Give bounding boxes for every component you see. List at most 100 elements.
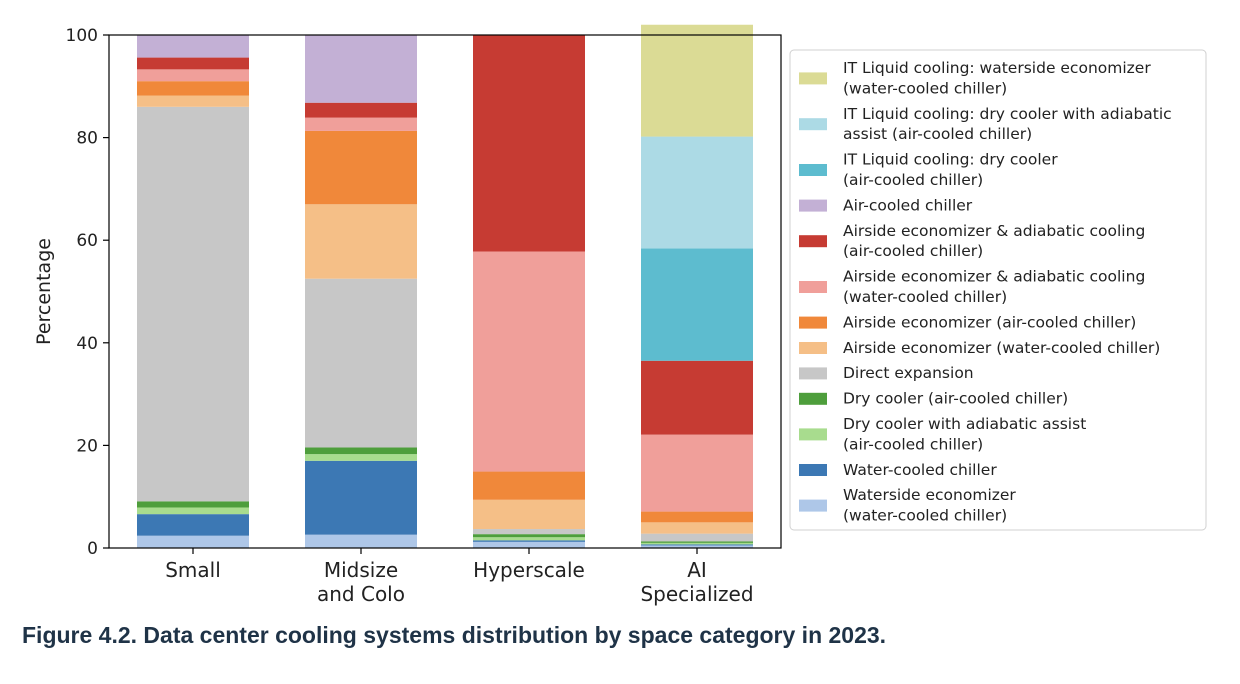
- bar-segment-ai-waterside-economizer-water-cooled-chiller: [641, 545, 753, 548]
- legend-label: IT Liquid cooling: dry cooler: [843, 151, 1058, 169]
- legend-label: Waterside economizer: [843, 486, 1016, 504]
- x-tick-label-ai: AI: [687, 558, 707, 582]
- bar-segment-small-airside-economizer-air-cooled-chiller: [137, 81, 249, 96]
- legend-swatch: [799, 367, 827, 380]
- bar-segment-small-direct-expansion: [137, 106, 249, 502]
- legend-label: IT Liquid cooling: dry cooler with adiab…: [843, 105, 1172, 123]
- legend-item-dry-cooler-with-adiabatic-assist-air-cooled-chiller: Dry cooler with adiabatic assist (air-coo…: [799, 415, 1086, 453]
- bar-segment-midsize-airside-economizer-air-cooled-chiller: [305, 130, 417, 205]
- bar-segment-hyperscale-airside-economizer-air-cooled-chiller: [473, 471, 585, 500]
- bar-segment-ai-direct-expansion: [641, 533, 753, 542]
- legend-swatch: [799, 342, 827, 354]
- y-tick-label: 0: [87, 539, 98, 559]
- bar-segment-hyperscale-airside-economizer-adiabatic-cooling-water-cooled-chiller: [473, 251, 585, 472]
- legend-label: Water-cooled chiller: [843, 461, 997, 479]
- legend-label: Airside economizer & adiabatic cooling: [843, 268, 1145, 286]
- bar-segment-midsize-waterside-economizer-water-cooled-chiller: [305, 534, 417, 548]
- legend-swatch: [799, 235, 827, 248]
- bar-segment-hyperscale-dry-cooler-with-adiabatic-assist-air-cooled-chiller: [473, 537, 585, 541]
- bar-segment-ai-airside-economizer-adiabatic-cooling-water-cooled-chiller: [641, 434, 753, 512]
- bar-segment-small-air-cooled-chiller: [137, 35, 249, 58]
- legend-label: (water-cooled chiller): [843, 507, 1007, 525]
- legend-swatch: [799, 316, 827, 329]
- bar-segment-ai-it-liquid-cooling-waterside-economizer-water-cooled-chiller: [641, 24, 753, 137]
- legend-swatch: [799, 72, 827, 85]
- legend-label: (water-cooled chiller): [843, 79, 1007, 97]
- legend: IT Liquid cooling: waterside economizer (…: [789, 49, 1207, 531]
- legend-swatch: [799, 499, 827, 512]
- bar-segment-midsize-direct-expansion: [305, 278, 417, 448]
- legend-item-it-liquid-cooling-dry-cooler-with-adiabatic-assist-air-cooled-chiller: IT Liquid cooling: dry cooler with adiab…: [799, 105, 1172, 143]
- legend-item-airside-economizer-adiabatic-cooling-water-cooled-chiller: Airside economizer & adiabatic cooling (w…: [799, 268, 1145, 306]
- legend-label: (water-cooled chiller): [843, 288, 1007, 306]
- y-tick-label: 20: [76, 436, 98, 456]
- bar-segment-ai-airside-economizer-air-cooled-chiller: [641, 511, 753, 523]
- x-tick-label-small: Small: [165, 558, 221, 582]
- bar-segment-hyperscale-water-cooled-chiller: [473, 540, 585, 542]
- x-tick-label-midsize: Midsize: [324, 558, 398, 582]
- legend-swatch: [799, 199, 827, 212]
- legend-label: Airside economizer (air-cooled chiller): [843, 313, 1136, 331]
- bar-segment-hyperscale-dry-cooler-air-cooled-chiller: [473, 534, 585, 538]
- bar-segment-small-water-cooled-chiller: [137, 514, 249, 536]
- bar-segment-ai-dry-cooler-air-cooled-chiller: [641, 541, 753, 543]
- legend-swatch: [799, 281, 827, 293]
- bar-segment-hyperscale-airside-economizer-adiabatic-cooling-air-cooled-chiller: [473, 35, 585, 252]
- legend-frame: [789, 49, 1207, 531]
- legend-swatch: [799, 428, 827, 441]
- bar-segment-ai-it-liquid-cooling-dry-cooler-with-adiabatic-assist-air-cooled-chiller: [641, 136, 753, 249]
- y-tick-label: 80: [76, 129, 98, 149]
- x-tick-label-midsize-line2: and Colo: [317, 582, 405, 606]
- bar-segment-midsize-airside-economizer-adiabatic-cooling-water-cooled-chiller: [305, 117, 417, 131]
- legend-item-waterside-economizer-water-cooled-chiller: Waterside economizer (water-cooled chille…: [799, 486, 1016, 525]
- y-axis-title: Percentage: [33, 238, 55, 345]
- bar-segment-hyperscale-airside-economizer-water-cooled-chiller: [473, 499, 585, 530]
- legend-label: Airside economizer (water-cooled chiller…: [843, 339, 1160, 357]
- bars-layer: [137, 24, 753, 548]
- legend-item-it-liquid-cooling-waterside-economizer-water-cooled-chiller: IT Liquid cooling: waterside economizer (…: [799, 59, 1151, 97]
- legend-label: Dry cooler (air-cooled chiller): [843, 390, 1068, 408]
- x-tick-label-ai-line2: Specialized: [640, 582, 753, 606]
- y-tick-label: 100: [66, 26, 98, 46]
- legend-item-air-cooled-chiller: Air-cooled chiller: [799, 196, 973, 214]
- legend-label: Airside economizer & adiabatic cooling: [843, 222, 1145, 240]
- bar-segment-ai-water-cooled-chiller: [641, 544, 753, 546]
- legend-item-airside-economizer-air-cooled-chiller: Airside economizer (air-cooled chiller): [799, 313, 1136, 331]
- y-tick-label: 40: [76, 334, 98, 354]
- bar-segment-midsize-water-cooled-chiller: [305, 460, 417, 535]
- bar-segment-small-airside-economizer-adiabatic-cooling-water-cooled-chiller: [137, 69, 249, 82]
- bar-segment-small-airside-economizer-water-cooled-chiller: [137, 95, 249, 107]
- legend-swatch: [799, 164, 827, 176]
- legend-label: (air-cooled chiller): [843, 242, 983, 260]
- bar-segment-ai-airside-economizer-water-cooled-chiller: [641, 522, 753, 534]
- legend-label: (air-cooled chiller): [843, 435, 983, 453]
- legend-swatch: [799, 118, 827, 131]
- legend-label: IT Liquid cooling: waterside economizer: [843, 59, 1151, 77]
- legend-label: assist (air-cooled chiller): [843, 125, 1032, 143]
- legend-item-direct-expansion: Direct expansion: [799, 364, 974, 382]
- plot-frame: [108, 34, 782, 549]
- y-tick-label: 60: [76, 231, 98, 251]
- x-tick-label-hyperscale: Hyperscale: [473, 558, 585, 582]
- bar-segment-ai-it-liquid-cooling-dry-cooler-air-cooled-chiller: [641, 248, 753, 361]
- legend-item-it-liquid-cooling-dry-cooler-air-cooled-chiller: IT Liquid cooling: dry cooler (air-cooled…: [799, 151, 1058, 189]
- legend-label: (air-cooled chiller): [843, 171, 983, 189]
- legend-item-water-cooled-chiller: Water-cooled chiller: [799, 461, 997, 479]
- bar-segment-small-dry-cooler-with-adiabatic-assist-air-cooled-chiller: [137, 507, 249, 515]
- bar-segment-midsize-airside-economizer-water-cooled-chiller: [305, 204, 417, 279]
- legend-label: Direct expansion: [843, 364, 974, 382]
- legend-swatch: [799, 464, 827, 476]
- bar-segment-small-airside-economizer-adiabatic-cooling-air-cooled-chiller: [137, 57, 249, 70]
- bar-segment-midsize-dry-cooler-air-cooled-chiller: [305, 447, 417, 455]
- bar-segment-ai-airside-economizer-adiabatic-cooling-air-cooled-chiller: [641, 360, 753, 435]
- legend-item-airside-economizer-adiabatic-cooling-air-cooled-chiller: Airside economizer & adiabatic cooling (a…: [799, 222, 1145, 260]
- bar-segment-midsize-dry-cooler-with-adiabatic-assist-air-cooled-chiller: [305, 454, 417, 461]
- legend-label: Air-cooled chiller: [843, 196, 973, 214]
- bar-segment-midsize-air-cooled-chiller: [305, 35, 417, 103]
- bar-segment-small-dry-cooler-air-cooled-chiller: [137, 501, 249, 508]
- bar-segment-small-waterside-economizer-water-cooled-chiller: [137, 535, 249, 548]
- bar-segment-ai-dry-cooler-with-adiabatic-assist-air-cooled-chiller: [641, 542, 753, 545]
- legend-item-dry-cooler-air-cooled-chiller: Dry cooler (air-cooled chiller): [799, 390, 1068, 408]
